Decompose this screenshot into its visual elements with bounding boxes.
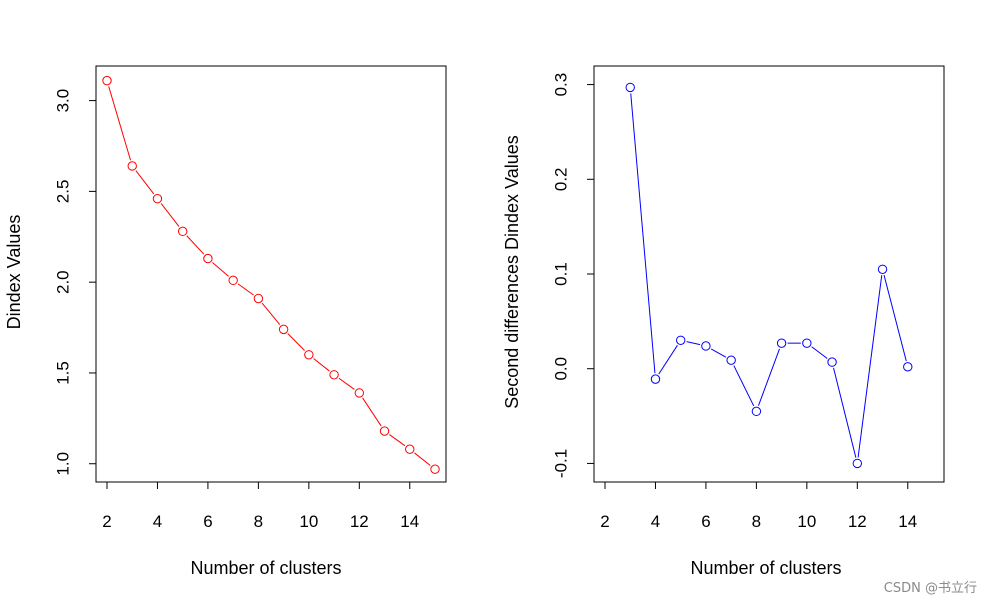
plot-frame <box>95 65 447 483</box>
series-segment <box>733 365 755 407</box>
x-tick-label: 12 <box>350 512 369 531</box>
x-tick-label: 14 <box>400 512 419 531</box>
series-line <box>630 93 907 458</box>
data-point <box>430 464 440 474</box>
data-point <box>152 193 163 204</box>
y-tick-label: 3.0 <box>54 89 73 113</box>
data-point <box>776 338 787 348</box>
x-axis-title: Number of clusters <box>190 558 341 578</box>
series-segment <box>186 235 205 255</box>
series-segment <box>710 348 727 358</box>
series-segment <box>857 275 883 458</box>
data-point <box>903 362 913 372</box>
series-segment <box>883 274 907 362</box>
series-segment <box>362 397 382 427</box>
series-segment <box>833 367 857 458</box>
data-point <box>329 370 339 380</box>
data-point <box>625 82 635 93</box>
data-point <box>304 350 314 360</box>
data-point <box>802 338 812 348</box>
series-segment <box>757 348 781 406</box>
series-segment <box>108 86 132 161</box>
y-tick-label: 1.5 <box>54 361 73 385</box>
x-tick-label: 2 <box>102 512 111 531</box>
series-segment <box>237 283 254 296</box>
series-points <box>102 75 440 474</box>
x-tick-label: 14 <box>898 512 917 531</box>
y-tick-label: 0.0 <box>552 357 571 381</box>
series-segment <box>389 434 406 447</box>
series-segment <box>811 346 828 359</box>
second-differences-panel: 2 4 6 8 10 12 14 -0.1 0.0 0.1 0.2 0.3 Number of cl… <box>502 65 945 578</box>
dindex-panel: 2 4 6 8 10 12 14 1.0 1.5 2.0 2.5 3.0 Number of clu… <box>4 65 447 578</box>
x-tick-label: 2 <box>600 512 609 531</box>
x-tick-label: 8 <box>254 512 263 531</box>
data-point <box>405 444 415 454</box>
data-point <box>253 293 264 304</box>
x-axis-title: Number of clusters <box>690 558 841 578</box>
data-point <box>278 324 289 335</box>
y-tick-label: 0.3 <box>552 73 571 97</box>
data-point <box>102 75 112 86</box>
watermark: CSDN @书立行 <box>883 581 977 596</box>
series-segment <box>287 333 305 351</box>
y-tick-label: 0.1 <box>552 262 571 286</box>
series-segment <box>630 93 656 374</box>
data-point <box>379 426 390 436</box>
x-tick-label: 6 <box>701 512 710 531</box>
series-segment <box>338 377 355 390</box>
data-point <box>354 388 365 398</box>
series-segment <box>414 452 431 466</box>
series-segment <box>658 345 678 375</box>
data-point <box>203 253 213 264</box>
x-tick-label: 12 <box>848 512 867 531</box>
x-tick-label: 8 <box>752 512 761 531</box>
series-segment <box>212 262 229 277</box>
y-tick-label: -0.1 <box>552 449 571 478</box>
x-tick-label: 4 <box>651 512 660 531</box>
data-point <box>127 161 137 171</box>
x-tick-label: 10 <box>299 512 318 531</box>
data-point <box>726 355 736 365</box>
y-tick-label: 1.0 <box>54 452 73 476</box>
data-point <box>650 374 661 384</box>
data-point <box>701 341 711 351</box>
y-axis-title: Dindex Values <box>4 215 24 330</box>
y-tick-label: 2.0 <box>54 270 73 294</box>
series-segment <box>135 170 155 195</box>
y-tick-label: 0.2 <box>552 167 571 191</box>
data-point <box>228 275 238 286</box>
data-point <box>675 335 686 345</box>
y-tick-label: 2.5 <box>54 180 73 204</box>
x-tick-label: 4 <box>153 512 162 531</box>
data-point <box>827 357 837 367</box>
x-tick-label: 10 <box>797 512 816 531</box>
data-point <box>877 264 888 274</box>
series-line <box>108 86 431 466</box>
x-axis: 2 4 6 8 10 12 14 <box>600 482 917 531</box>
y-axis: -0.1 0.0 0.1 0.2 0.3 <box>552 73 594 478</box>
series-points <box>625 82 913 469</box>
series-segment <box>261 302 281 326</box>
x-tick-label: 6 <box>203 512 212 531</box>
series-segment <box>313 358 330 372</box>
data-point <box>751 406 762 417</box>
series-segment <box>686 341 701 346</box>
y-axis-title: Second differences Dindex Values <box>502 135 522 409</box>
y-axis: 1.0 1.5 2.0 2.5 3.0 <box>54 89 96 476</box>
data-point <box>177 226 188 237</box>
data-point <box>852 458 863 469</box>
series-segment <box>160 203 180 227</box>
x-axis: 2 4 6 8 10 12 14 <box>102 482 419 531</box>
